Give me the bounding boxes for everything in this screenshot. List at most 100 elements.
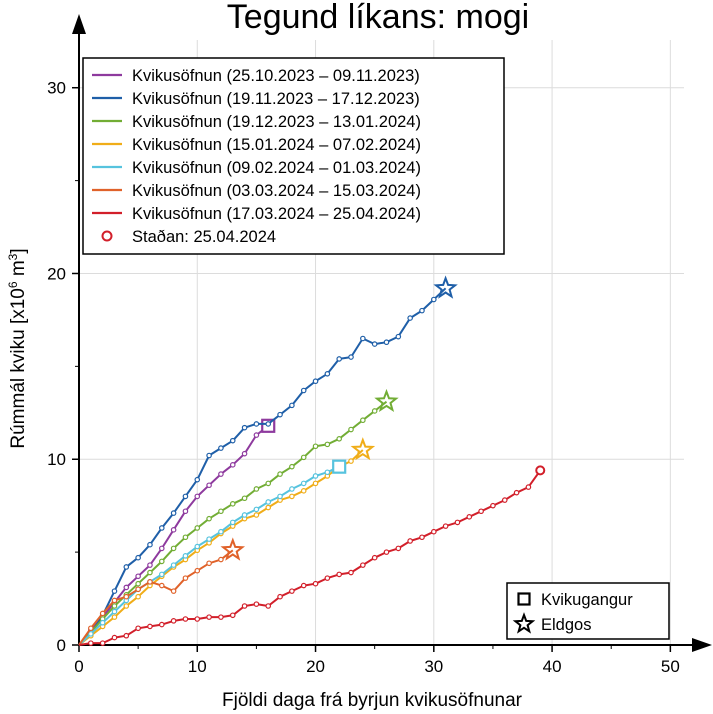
data-point (360, 417, 366, 424)
data-point (135, 554, 141, 561)
data-point (336, 571, 342, 578)
data-point (312, 580, 319, 587)
data-point (111, 608, 118, 615)
data-point (371, 554, 378, 561)
data-point (431, 528, 437, 535)
data-point (194, 525, 201, 531)
data-point (466, 514, 473, 520)
data-point (170, 510, 177, 516)
data-point (218, 508, 224, 515)
data-point (253, 432, 260, 438)
data-point (277, 493, 283, 500)
data-point (99, 640, 106, 646)
chart-title: Tegund líkans: mogi (227, 0, 529, 36)
legend-status-marker (101, 230, 113, 242)
data-point (383, 339, 390, 346)
series-6 (78, 537, 246, 646)
data-point (324, 441, 331, 448)
symbol-legend-label: Kvikugangur (541, 591, 633, 609)
y-axis-label-part: m (8, 260, 29, 281)
data-point (253, 421, 260, 427)
data-point (194, 493, 201, 500)
data-point (300, 480, 307, 487)
x-tick-label: 0 (74, 657, 83, 676)
data-point (218, 471, 224, 477)
y-tick-label: 30 (47, 79, 66, 98)
data-point (170, 588, 177, 594)
data-point (490, 502, 496, 509)
data-point (123, 564, 130, 570)
data-point (182, 508, 189, 515)
legend-entry: Kvikusöfnun (25.10.2023 – 09.11.2023) (132, 67, 420, 85)
y-tick-label: 0 (57, 636, 66, 655)
data-point (111, 588, 118, 594)
data-point (431, 296, 437, 303)
legend-entry: Kvikusöfnun (03.03.2024 – 15.03.2024) (132, 182, 421, 200)
data-point (312, 443, 319, 450)
data-point (407, 538, 413, 544)
series-5 (78, 459, 347, 646)
data-point (289, 493, 295, 500)
data-point (229, 519, 236, 526)
legend-box (82, 57, 505, 255)
x-tick-label: 50 (661, 657, 680, 676)
symbol-legend-label: Eldgos (541, 616, 591, 634)
data-point (194, 476, 201, 483)
data-point (229, 501, 236, 507)
data-point (170, 527, 177, 533)
y-axis-label-superscript: 6 (6, 281, 20, 288)
data-point (300, 582, 307, 589)
y-tick-label: 20 (47, 264, 66, 283)
data-point (371, 408, 378, 414)
y-axis-label-part: Rúmmál kviku [x10 (8, 288, 29, 449)
series-line (78, 425, 269, 646)
data-point (206, 560, 212, 567)
data-point (312, 480, 319, 487)
axes: 0 10 20 30 40 50 0 10 20 30 Rúmmál kviku [x106 m3] (6, 14, 712, 676)
data-point (348, 458, 354, 464)
data-point (158, 525, 165, 531)
end-marker (535, 465, 546, 476)
data-point (229, 462, 236, 468)
data-point (312, 378, 319, 385)
data-point (383, 549, 390, 555)
data-point (111, 597, 118, 604)
data-point (170, 545, 177, 552)
data-point (324, 575, 331, 581)
data-point (300, 488, 307, 494)
end-marker (220, 537, 246, 561)
data-point (218, 445, 224, 451)
data-point (525, 484, 532, 490)
data-point (229, 437, 236, 444)
data-point (253, 506, 260, 513)
y-axis-arrow (72, 14, 86, 34)
data-point (419, 534, 425, 541)
data-point (206, 452, 212, 459)
data-point (277, 593, 283, 600)
data-point (277, 471, 283, 477)
series-1 (78, 418, 276, 646)
data-point (253, 601, 260, 607)
data-point (407, 315, 413, 321)
data-point (123, 603, 130, 609)
data-point (348, 569, 354, 576)
data-point (206, 482, 212, 489)
data-point (289, 486, 295, 492)
data-point (241, 603, 248, 609)
end-marker (433, 275, 458, 299)
legend-entry: Kvikusöfnun (15.01.2024 – 07.02.2024) (132, 136, 421, 154)
data-point (123, 632, 130, 639)
legend-entry: Kvikusöfnun (19.12.2023 – 13.01.2024) (132, 113, 421, 131)
data-point (265, 480, 272, 487)
data-point (206, 536, 212, 542)
data-point (289, 588, 295, 594)
end-marker (332, 459, 347, 474)
y-axis-label: Rúmmál kviku [x106 m3] (6, 248, 29, 448)
data-point (170, 562, 177, 568)
data-point (182, 534, 189, 541)
data-point (158, 571, 165, 578)
x-axis-arrow (692, 638, 712, 652)
data-point (147, 569, 153, 576)
data-point (182, 616, 189, 622)
